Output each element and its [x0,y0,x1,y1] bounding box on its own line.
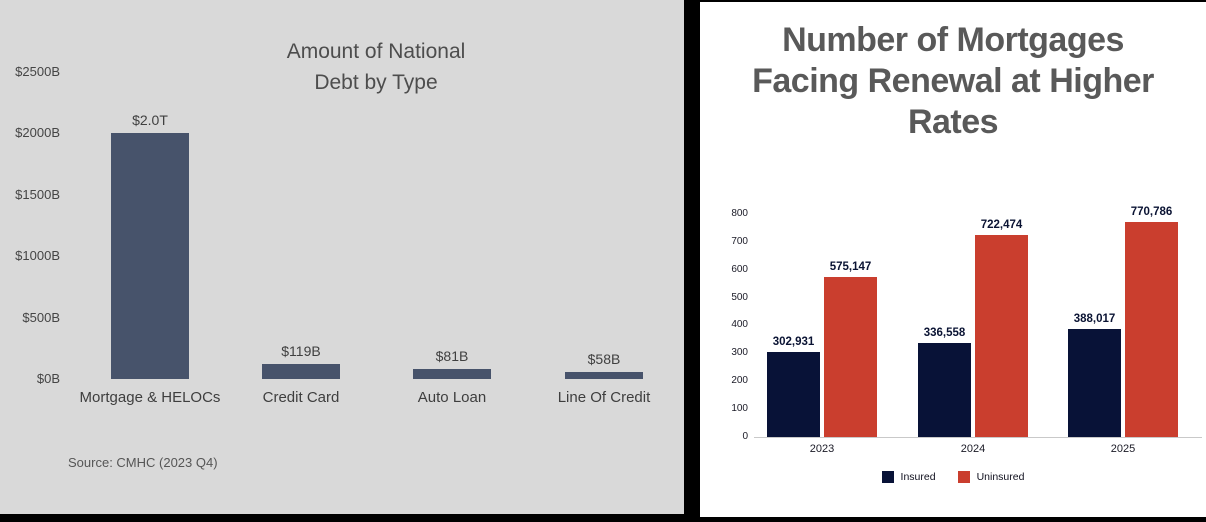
left-chart-source-note: Source: CMHC (2023 Q4) [68,455,218,470]
right-chart-title-line1: Number of Mortgages [782,21,1124,59]
y-axis-tick-label: 0 [742,431,748,442]
x-axis-category-label: Mortgage & HELOCs [79,389,221,406]
bar-insured-2024 [918,343,971,437]
y-axis-tick-label: 700 [731,235,748,247]
insured-legend-swatch [881,471,894,483]
bar-line-of-credit [565,372,643,379]
bar-uninsured-2025 [1125,222,1178,437]
bar-value-label: $2.0T [132,112,168,128]
y-axis-tick-label: 200 [731,375,748,387]
left-chart-title-line2: Debt by Type [314,71,438,94]
right-chart-title-line3: Rates [907,103,999,141]
bar-value-label: 302,931 [772,336,815,348]
bar-value-label: 770,786 [1130,206,1173,218]
legend-item-uninsured: Uninsured [957,471,1025,483]
x-axis-year-label: 2024 [960,443,986,455]
bar-value-label: 575,147 [829,261,872,273]
chart-legend: Insured Uninsured [700,471,1206,483]
bar-value-label: $58B [587,351,621,367]
y-axis-tick-label: 300 [731,347,748,359]
uninsured-legend-swatch [957,471,970,483]
x-axis-year-label: 2023 [809,443,835,455]
x-axis-category-label: Credit Card [262,389,340,406]
legend-item-insured: Insured [881,471,936,483]
y-axis-tick-label: 400 [731,319,748,331]
bar-auto-loan [413,369,491,379]
y-axis-tick-label: 800 [731,207,748,219]
national-debt-chart-panel: Amount of National Debt by Type $0B $500B… [0,0,684,514]
left-chart-title: Amount of National Debt by Type [76,36,676,98]
x-axis-year-label: 2025 [1110,443,1136,455]
y-axis-tick-label: $1500B [15,186,60,202]
y-axis-tick-label: 100 [731,403,748,415]
bar-uninsured-2024 [975,235,1028,437]
uninsured-legend-label: Uninsured [976,471,1025,483]
y-axis-tick-label: $1000B [15,248,60,263]
bar-value-label: 336,558 [923,327,966,339]
bar-value-label: $81B [435,348,469,364]
left-chart-title-line1: Amount of National [286,40,466,63]
bar-value-label: 722,474 [980,219,1023,231]
bar-insured-2025 [1068,329,1121,437]
mortgage-renewal-chart-panel: Number of Mortgages Facing Renewal at Hi… [700,2,1206,517]
y-axis-tick-label: $500B [22,309,60,325]
bar-value-label: $119B [281,343,321,359]
bar-uninsured-2023 [824,277,877,437]
y-axis-tick-label: 600 [731,263,748,275]
right-chart-title-line2: Facing Renewal at Higher [752,62,1154,100]
bar-mortgage-helocs [111,133,189,379]
x-axis-baseline [754,437,1202,438]
y-axis-tick-label: $2500B [15,63,60,79]
bar-value-label: 388,017 [1073,313,1116,325]
x-axis-category-label: Auto Loan [417,389,487,406]
insured-legend-label: Insured [900,471,936,483]
x-axis-category-label: Line Of Credit [557,389,651,406]
bar-insured-2023 [767,352,820,437]
bar-credit-card [262,364,340,379]
y-axis-tick-label: $2000B [15,125,60,140]
right-chart-title: Number of Mortgages Facing Renewal at Hi… [708,20,1198,143]
y-axis-tick-label: $0B [36,371,60,386]
y-axis-tick-label: 500 [731,291,748,303]
